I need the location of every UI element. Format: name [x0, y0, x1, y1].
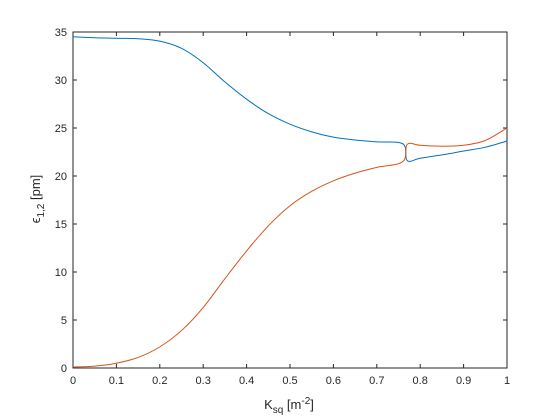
x-tick-label: 0.2 — [152, 375, 167, 387]
x-tick-label: 0.7 — [369, 375, 384, 387]
series-layer — [72, 36, 508, 368]
y-tick-label: 35 — [55, 27, 67, 39]
x-tick-label: 0.8 — [413, 375, 428, 387]
series-line-2 — [72, 127, 508, 368]
x-tick-label: 0 — [70, 375, 76, 387]
y-tick-label: 30 — [55, 75, 67, 87]
y-tick-label: 5 — [61, 315, 67, 327]
y-axis-label-subscript: 1,2 — [36, 203, 47, 217]
x-tick-label: 0.4 — [239, 375, 254, 387]
x-axis-label-unit-close: ] — [310, 397, 314, 412]
y-tick-label: 20 — [55, 171, 67, 183]
x-axis-label-subscript: sq — [273, 405, 284, 416]
x-axis-label-superscript: -2 — [301, 396, 310, 407]
y-axis-label-unit: [pm] — [28, 175, 43, 204]
x-tick-label: 0.5 — [282, 375, 297, 387]
x-tick-label: 1 — [504, 375, 510, 387]
y-axis-label-main: ϵ — [28, 217, 43, 223]
y-axis-ticks: 0 5 10 15 20 25 30 35 — [55, 27, 507, 375]
series-line-1 — [72, 36, 508, 162]
y-tick-label: 0 — [61, 363, 67, 375]
y-tick-label: 25 — [55, 123, 67, 135]
x-tick-label: 0.6 — [326, 375, 341, 387]
x-axis-label-unit-open: [m — [283, 397, 301, 412]
y-tick-label: 15 — [55, 219, 67, 231]
plot-area — [72, 31, 508, 369]
x-tick-label: 0.9 — [456, 375, 471, 387]
x-tick-label: 0.1 — [109, 375, 124, 387]
y-axis-label: ϵ1,2 [pm] — [28, 175, 47, 224]
x-axis-ticks: 0 0.1 0.2 0.3 0.4 0.5 0.6 0.7 0.8 0.9 1 — [70, 32, 510, 387]
x-tick-label: 0.3 — [196, 375, 211, 387]
x-axis-label-main: K — [264, 397, 273, 412]
x-axis-label: Ksq [m-2] — [264, 396, 314, 416]
y-tick-label: 10 — [55, 267, 67, 279]
